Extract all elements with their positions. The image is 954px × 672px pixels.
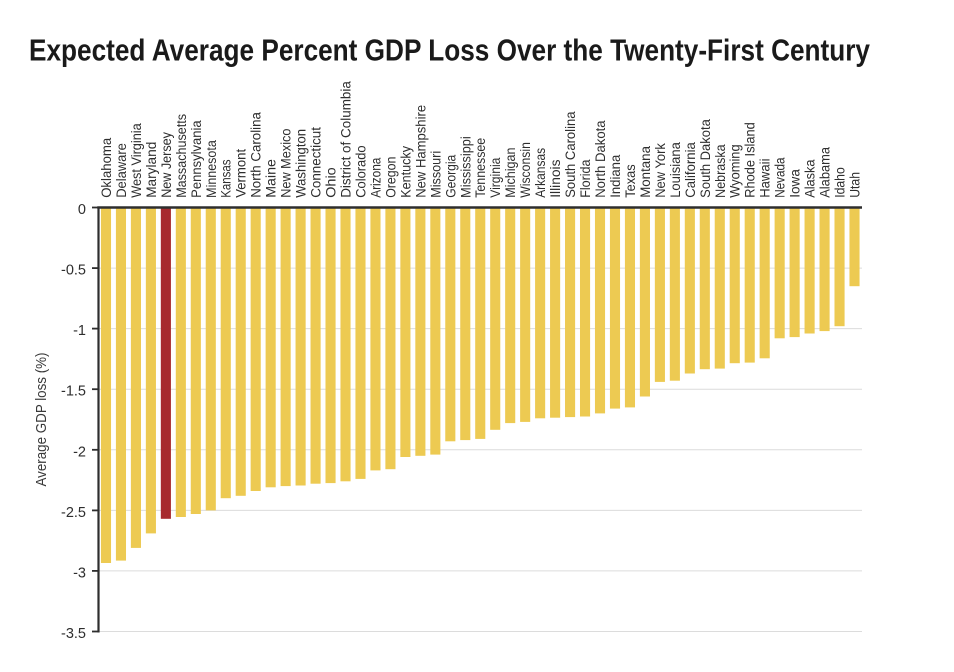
svg-text:West Virginia: West Virginia — [129, 123, 144, 198]
svg-text:Louisiana: Louisiana — [668, 142, 683, 198]
svg-text:Average GDP loss (%): Average GDP loss (%) — [33, 353, 50, 487]
svg-text:-1: -1 — [73, 323, 86, 339]
svg-text:-2: -2 — [73, 444, 86, 460]
svg-text:Kansas: Kansas — [219, 159, 234, 198]
svg-text:Connecticut: Connecticut — [309, 127, 324, 198]
svg-text:Rhode Island: Rhode Island — [743, 122, 758, 198]
svg-text:South Dakota: South Dakota — [698, 119, 713, 198]
svg-text:Missouri: Missouri — [428, 151, 443, 198]
svg-text:Massachusetts: Massachusetts — [174, 114, 189, 198]
svg-text:District of Columbia: District of Columbia — [339, 81, 354, 198]
svg-text:-3.5: -3.5 — [61, 626, 86, 642]
svg-text:Wyoming: Wyoming — [728, 144, 743, 197]
svg-text:Delaware: Delaware — [114, 143, 129, 198]
svg-text:New Mexico: New Mexico — [279, 129, 294, 198]
svg-text:New Hampshire: New Hampshire — [413, 105, 428, 198]
svg-text:South Carolina: South Carolina — [563, 111, 578, 198]
svg-text:Florida: Florida — [578, 159, 593, 198]
svg-text:Colorado: Colorado — [353, 145, 368, 197]
svg-text:-2.5: -2.5 — [61, 505, 86, 521]
svg-text:Illinois: Illinois — [548, 159, 563, 198]
svg-text:Hawaii: Hawaii — [758, 159, 773, 198]
svg-text:Maryland: Maryland — [144, 142, 159, 198]
svg-text:Vermont: Vermont — [234, 149, 249, 198]
svg-text:Minnesota: Minnesota — [204, 140, 219, 198]
svg-text:New Jersey: New Jersey — [159, 132, 174, 198]
svg-text:Expected Average Percent GDP L: Expected Average Percent GDP Loss Over t… — [29, 33, 871, 68]
svg-text:Arkansas: Arkansas — [533, 148, 548, 198]
svg-text:-1.5: -1.5 — [61, 384, 86, 400]
svg-text:Pennsylvania: Pennsylvania — [189, 120, 204, 198]
svg-text:Iowa: Iowa — [788, 169, 803, 198]
svg-text:North Carolina: North Carolina — [249, 112, 264, 198]
svg-text:Ohio: Ohio — [324, 167, 339, 198]
svg-text:Virginia: Virginia — [488, 157, 503, 198]
svg-text:Montana: Montana — [638, 146, 653, 198]
svg-text:Oklahoma: Oklahoma — [99, 137, 114, 197]
svg-text:Utah: Utah — [848, 172, 863, 198]
svg-text:Wisconsin: Wisconsin — [518, 142, 533, 198]
svg-text:Alabama: Alabama — [818, 146, 833, 197]
svg-text:Mississippi: Mississippi — [458, 136, 473, 198]
svg-text:Tennessee: Tennessee — [473, 138, 488, 198]
svg-text:Texas: Texas — [623, 164, 638, 198]
svg-text:Georgia: Georgia — [443, 154, 458, 198]
svg-text:Nevada: Nevada — [773, 157, 788, 198]
svg-text:-3: -3 — [73, 565, 86, 581]
svg-text:Michigan: Michigan — [503, 148, 518, 198]
svg-text:California: California — [683, 142, 698, 198]
svg-text:Indiana: Indiana — [608, 154, 623, 198]
svg-text:New York: New York — [653, 143, 668, 198]
svg-text:North Dakota: North Dakota — [593, 120, 608, 198]
svg-text:Washington: Washington — [294, 129, 309, 198]
svg-text:Oregon: Oregon — [383, 157, 398, 198]
svg-text:Idaho: Idaho — [833, 167, 848, 198]
svg-text:-0.5: -0.5 — [61, 263, 86, 279]
svg-text:Alaska: Alaska — [803, 159, 818, 198]
svg-text:Arizona: Arizona — [368, 157, 383, 198]
svg-text:0: 0 — [78, 202, 86, 218]
svg-text:Maine: Maine — [264, 159, 279, 198]
svg-text:Kentucky: Kentucky — [398, 146, 413, 198]
svg-text:Nebraska: Nebraska — [713, 144, 728, 198]
